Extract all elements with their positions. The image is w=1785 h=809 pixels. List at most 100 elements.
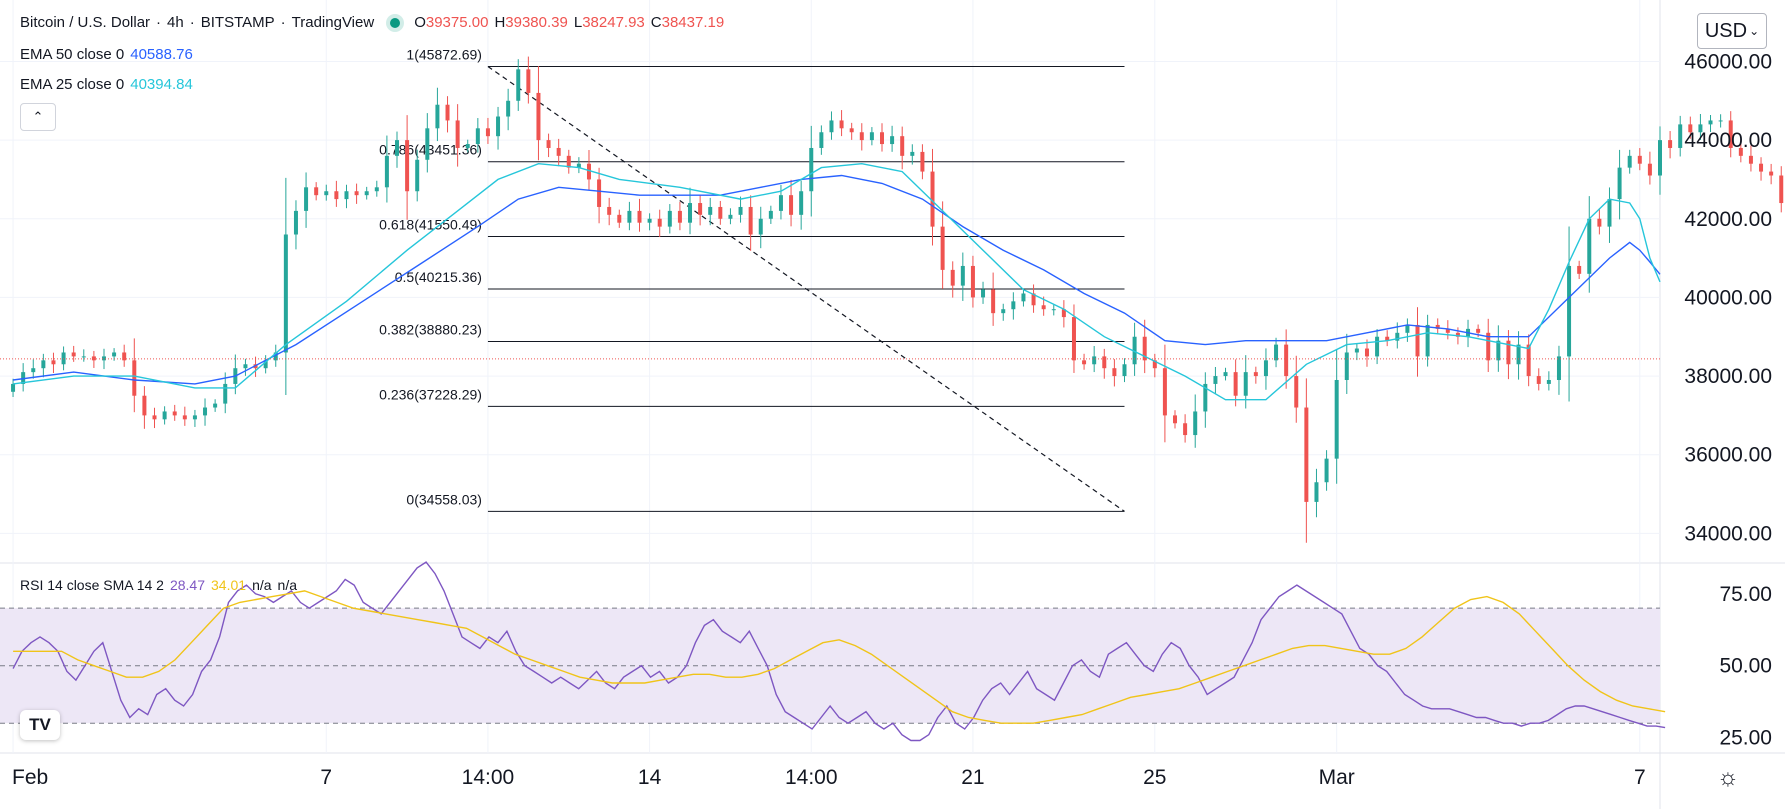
candle: [1082, 353, 1087, 370]
candle: [1102, 348, 1107, 379]
candle-body: [1253, 372, 1258, 377]
candle: [576, 157, 581, 174]
ema25-legend[interactable]: EMA 25 close 0 40394.84: [20, 76, 199, 93]
close-key: C: [650, 14, 662, 31]
candle-body: [970, 265, 975, 298]
candle-body: [112, 352, 117, 357]
candle-body: [516, 69, 521, 101]
time-tick-label: 14: [638, 766, 662, 789]
candle: [223, 372, 228, 414]
candle: [647, 213, 652, 231]
candle: [1435, 318, 1440, 335]
candle-body: [1506, 340, 1511, 365]
candle-body: [879, 132, 884, 145]
tradingview-logo[interactable]: TV: [20, 710, 60, 740]
candle-body: [1233, 372, 1238, 396]
candle: [21, 363, 26, 392]
interval-label[interactable]: 4h: [167, 14, 184, 31]
candle: [1364, 339, 1369, 367]
candle-body: [1476, 328, 1481, 333]
candle: [981, 281, 986, 304]
candle-body: [1051, 309, 1056, 311]
candle: [1324, 450, 1329, 491]
candle-body: [597, 179, 602, 207]
candle: [758, 206, 763, 249]
currency-selector[interactable]: USD ⌄: [1697, 13, 1767, 49]
candle: [910, 144, 915, 165]
candle: [768, 205, 773, 224]
candle: [1162, 344, 1167, 443]
rsi-legend[interactable]: RSI 14 close SMA 14 2 28.47 34.01 n/a n/…: [20, 577, 303, 593]
candle-body: [243, 364, 248, 369]
candle: [1678, 115, 1683, 157]
candle-body: [1405, 324, 1410, 333]
fib-label-0.5: 0.5(40215.36): [395, 269, 482, 285]
candle: [1546, 371, 1551, 391]
candle-body: [465, 144, 470, 148]
candle-body: [566, 155, 571, 168]
candle-body: [657, 218, 662, 227]
ema50-legend[interactable]: EMA 50 close 0 40588.76: [20, 46, 199, 63]
candle-body: [1597, 218, 1602, 227]
market-status-icon[interactable]: [390, 17, 401, 28]
candle-body: [485, 128, 490, 137]
dot-separator: ·: [280, 14, 286, 31]
gear-icon[interactable]: ☼: [1717, 764, 1739, 791]
candle-body: [1223, 372, 1228, 377]
candle-body: [1496, 340, 1501, 361]
candle: [1759, 157, 1764, 181]
candle-body: [647, 218, 652, 223]
candle: [566, 149, 571, 174]
candle-body: [617, 214, 622, 223]
candle-body: [536, 92, 541, 141]
candle-body: [1738, 147, 1743, 156]
candle: [1718, 114, 1723, 128]
candle-body: [546, 140, 551, 148]
candle-body: [324, 191, 329, 196]
candle: [1375, 329, 1380, 365]
candle-body: [1284, 344, 1289, 377]
candle-body: [1132, 336, 1137, 365]
fib-label-1: 1(45872.69): [406, 46, 482, 62]
candle-body: [1546, 380, 1551, 384]
candle: [1213, 366, 1218, 395]
candle-body: [1375, 336, 1380, 357]
candle: [475, 118, 480, 153]
candle: [970, 255, 975, 308]
price-tick-label: 40000.00: [1684, 286, 1772, 309]
candle-body: [172, 411, 177, 416]
candle-body: [859, 132, 864, 141]
fibonacci-retracement[interactable]: 1(45872.69)0.786(43451.36)0.618(41550.49…: [379, 46, 1125, 512]
candle-body: [91, 356, 96, 361]
candle: [1152, 353, 1157, 378]
symbol-legend[interactable]: Bitcoin / U.S. Dollar · 4h · BITSTAMP · …: [20, 14, 730, 31]
candle-body: [849, 128, 854, 133]
candle: [657, 209, 662, 238]
candle-body: [384, 155, 389, 188]
candle-body: [334, 191, 339, 200]
candle-body: [1274, 344, 1279, 361]
candle: [849, 122, 854, 140]
candle-body: [1193, 411, 1198, 436]
candle: [1294, 355, 1299, 423]
candle-body: [1647, 163, 1652, 176]
candle-body: [758, 218, 763, 235]
rsi-sma-line: [13, 590, 1666, 724]
candle: [314, 182, 319, 201]
candle: [496, 106, 501, 150]
candle-body: [1435, 324, 1440, 329]
candle-body: [496, 116, 501, 137]
candle-body: [1021, 293, 1026, 302]
time-tick-label: 14:00: [785, 766, 838, 789]
collapse-legend-button[interactable]: ⌃: [20, 103, 56, 131]
candle: [1627, 149, 1632, 174]
candle: [364, 186, 369, 200]
candle-body: [162, 411, 167, 420]
symbol-title: Bitcoin / U.S. Dollar: [20, 14, 151, 31]
candle-body: [293, 210, 298, 235]
candle: [890, 125, 895, 152]
candle: [162, 406, 167, 425]
candle-body: [1102, 356, 1107, 369]
candle: [1506, 330, 1511, 380]
